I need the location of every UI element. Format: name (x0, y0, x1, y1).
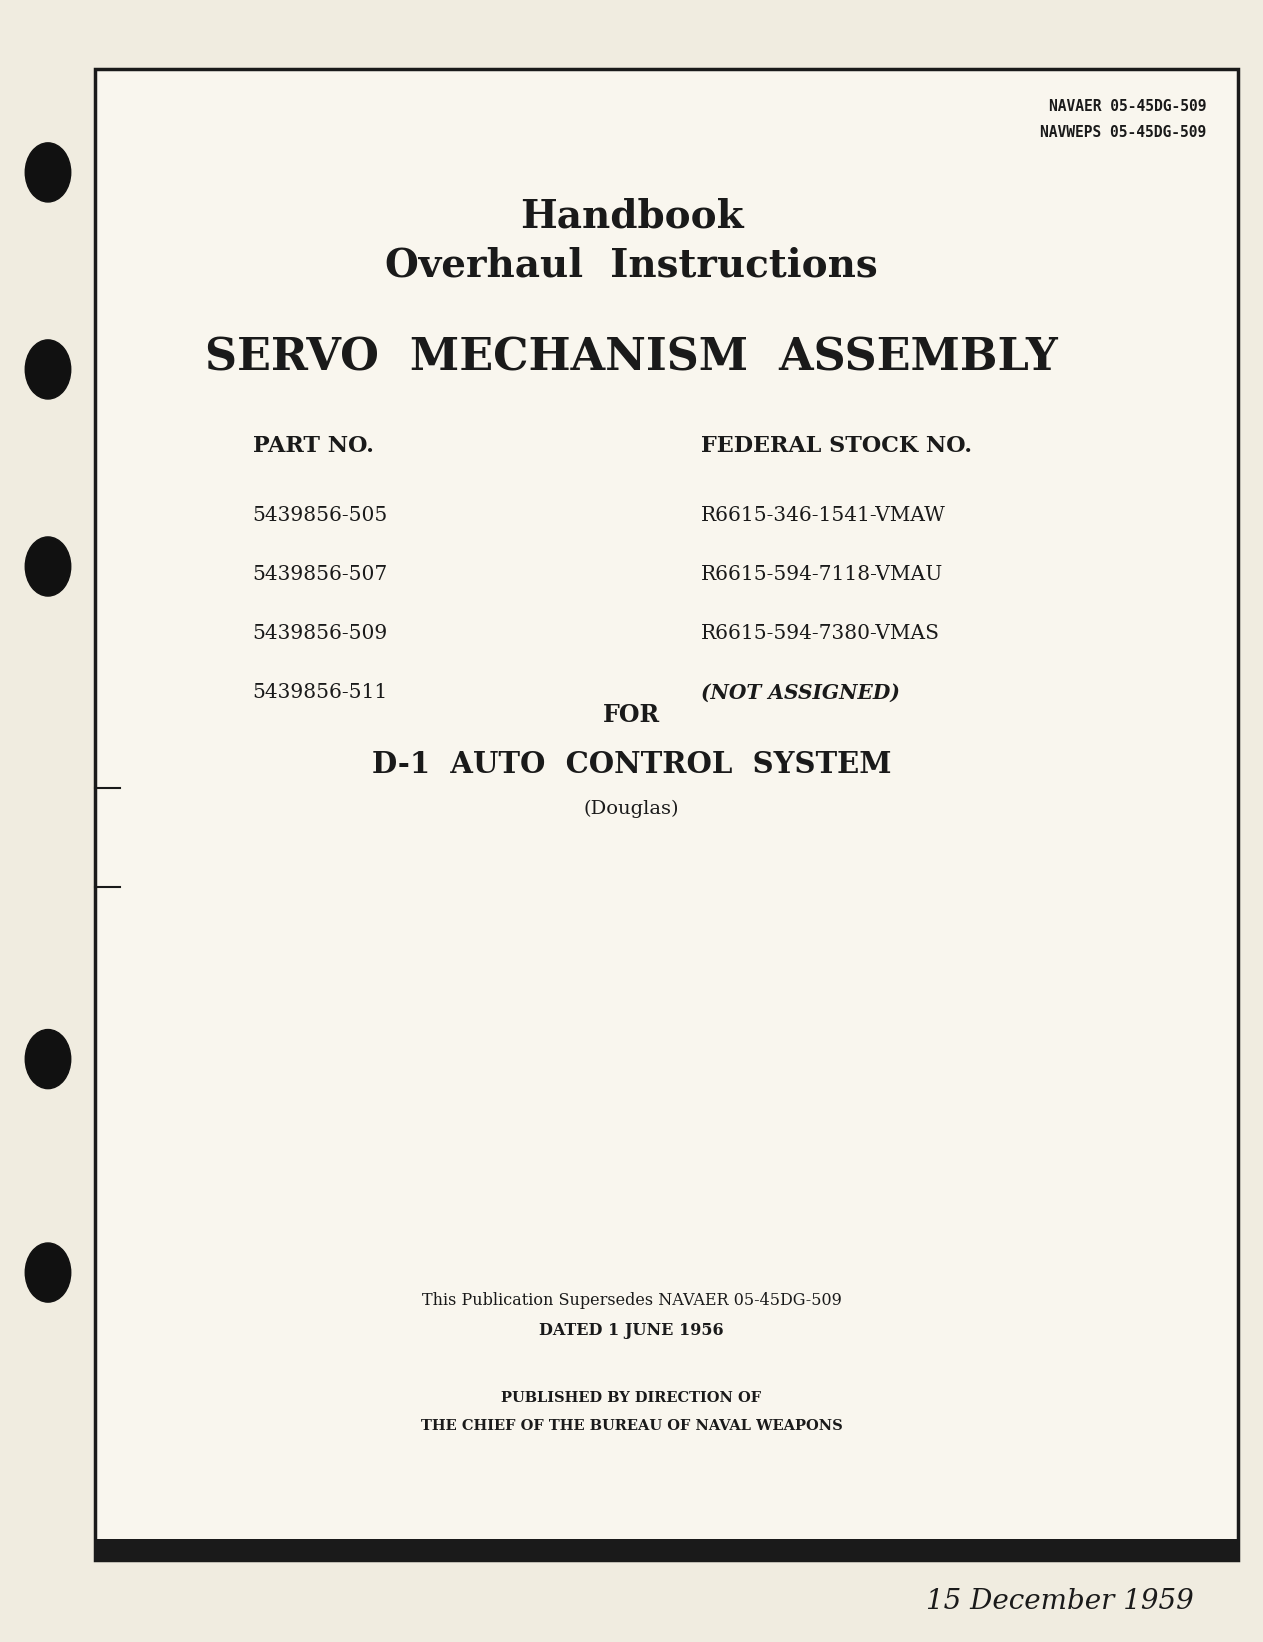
Text: PUBLISHED BY DIRECTION OF: PUBLISHED BY DIRECTION OF (501, 1391, 762, 1406)
Text: This Publication Supersedes NAVAER 05-45DG-509: This Publication Supersedes NAVAER 05-45… (422, 1292, 841, 1309)
Circle shape (25, 143, 71, 202)
Text: THE CHIEF OF THE BUREAU OF NAVAL WEAPONS: THE CHIEF OF THE BUREAU OF NAVAL WEAPONS (421, 1419, 842, 1433)
Circle shape (25, 1030, 71, 1089)
Text: 5439856-507: 5439856-507 (253, 565, 388, 585)
Circle shape (25, 1243, 71, 1302)
Circle shape (25, 340, 71, 399)
Circle shape (25, 537, 71, 596)
Text: (NOT ASSIGNED): (NOT ASSIGNED) (701, 683, 899, 703)
Text: R6615-594-7118-VMAU: R6615-594-7118-VMAU (701, 565, 943, 585)
Text: FEDERAL STOCK NO.: FEDERAL STOCK NO. (701, 435, 973, 456)
Text: R6615-594-7380-VMAS: R6615-594-7380-VMAS (701, 624, 940, 644)
Text: Handbook: Handbook (519, 197, 744, 235)
Bar (95, 1539, 1238, 1560)
Text: DATED 1 JUNE 1956: DATED 1 JUNE 1956 (539, 1322, 724, 1338)
Text: NAVAER 05-45DG-509: NAVAER 05-45DG-509 (1048, 99, 1206, 113)
Text: 5439856-505: 5439856-505 (253, 506, 388, 525)
Text: Overhaul  Instructions: Overhaul Instructions (385, 246, 878, 284)
Text: 5439856-509: 5439856-509 (253, 624, 388, 644)
Text: 15 December 1959: 15 December 1959 (926, 1588, 1194, 1614)
Text: R6615-346-1541-VMAW: R6615-346-1541-VMAW (701, 506, 946, 525)
Text: NAVWEPS 05-45DG-509: NAVWEPS 05-45DG-509 (1039, 125, 1206, 140)
Text: FOR: FOR (602, 703, 661, 727)
Text: D-1  AUTO  CONTROL  SYSTEM: D-1 AUTO CONTROL SYSTEM (371, 750, 892, 780)
Text: (Douglas): (Douglas) (584, 800, 679, 818)
Text: 5439856-511: 5439856-511 (253, 683, 388, 703)
Text: SERVO  MECHANISM  ASSEMBLY: SERVO MECHANISM ASSEMBLY (205, 337, 1058, 379)
Text: PART NO.: PART NO. (253, 435, 374, 456)
